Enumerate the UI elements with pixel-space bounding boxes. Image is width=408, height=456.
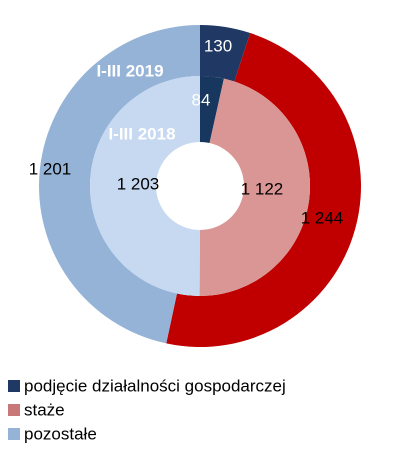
data-label: 84 — [192, 90, 211, 109]
ring-label: I-III 2019 — [96, 61, 163, 80]
ring-label: I-III 2018 — [108, 124, 175, 143]
data-label: 1 203 — [117, 174, 160, 193]
legend-swatch — [8, 380, 20, 392]
data-label: 130 — [204, 36, 232, 55]
legend-label: staże — [24, 400, 65, 419]
data-label: 1 244 — [301, 208, 344, 227]
legend-swatch — [8, 428, 20, 440]
donut-segment — [38, 25, 200, 344]
donut-segment — [200, 76, 224, 144]
donut-segment — [166, 33, 362, 348]
legend-swatch — [8, 404, 20, 416]
legend-label: pozostałe — [24, 424, 97, 443]
data-label: 1 122 — [241, 179, 284, 198]
donut-segment — [200, 25, 251, 82]
donut-segment — [199, 78, 310, 296]
donut-segment — [90, 76, 200, 296]
data-label: 1 201 — [29, 159, 72, 178]
legend-label: podjęcie działalności gospodarczej — [24, 376, 286, 395]
